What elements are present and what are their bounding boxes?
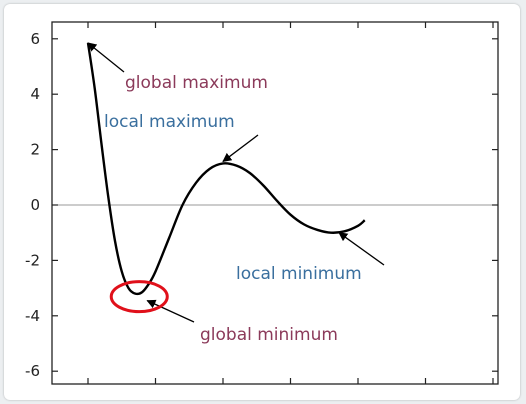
highlight-circle [109,280,169,314]
local-minimum-arrow [338,232,385,266]
y-tick-label: 2 [30,141,40,159]
plot-frame [51,21,499,385]
y-tick-label: -6 [25,362,40,380]
global-minimum-label: global minimum [200,325,338,345]
global-maximum-arrow [87,42,125,73]
local-maximum-arrow [222,134,259,162]
y-tick-label: 4 [30,85,40,103]
y-tick-label: -4 [25,307,40,325]
global-minimum-arrow [146,299,195,323]
global-maximum-label: global maximum [125,73,268,93]
local-minimum-label: local minimum [236,264,362,284]
y-tick-label: 6 [30,30,40,48]
y-tick-label: -2 [25,251,40,269]
chart-card [4,4,520,400]
y-tick-label: 0 [30,196,40,214]
function-curve [86,42,366,296]
local-maximum-label: local maximum [104,112,235,132]
